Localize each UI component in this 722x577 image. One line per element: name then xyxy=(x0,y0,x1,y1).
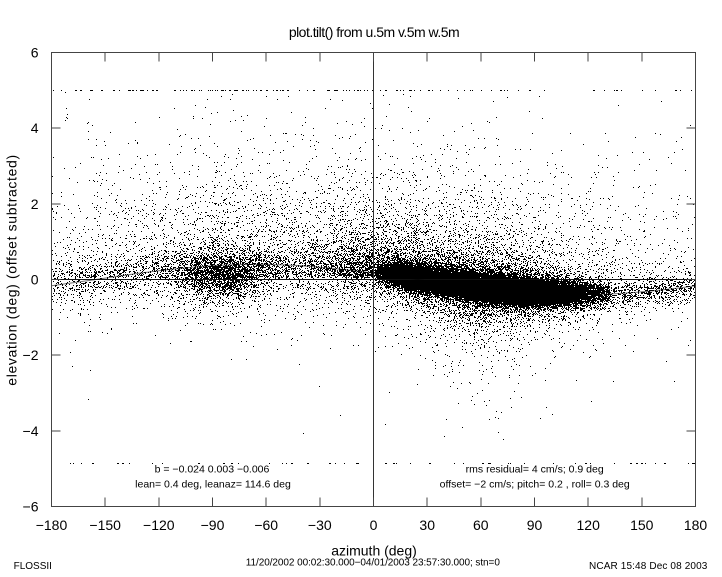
svg-text:0: 0 xyxy=(370,517,378,533)
svg-text:150: 150 xyxy=(630,517,654,533)
svg-text:6: 6 xyxy=(31,45,39,61)
svg-text:−6: −6 xyxy=(23,499,39,515)
svg-text:11/20/2002 00:02:30.000−04/01/: 11/20/2002 00:02:30.000−04/01/2003 23:57… xyxy=(246,558,501,569)
svg-text:offset= −2 cm/s; pitch= 0.2 ,: offset= −2 cm/s; pitch= 0.2 , roll= 0.3 … xyxy=(440,479,630,491)
svg-text:90: 90 xyxy=(527,517,543,533)
svg-text:−60: −60 xyxy=(254,517,278,533)
svg-text:180: 180 xyxy=(684,517,708,533)
svg-text:rms residual= 4 cm/s; 0.9 deg: rms residual= 4 cm/s; 0.9 deg xyxy=(466,464,604,476)
svg-text:b = −0.024 0.003 −0.006: b = −0.024 0.003 −0.006 xyxy=(155,464,270,476)
svg-text:FLOSSII: FLOSSII xyxy=(14,561,52,572)
svg-text:−180: −180 xyxy=(36,517,68,533)
svg-text:plot.tilt() from u.5m v.5m w.5: plot.tilt() from u.5m v.5m w.5m xyxy=(289,24,459,40)
svg-text:60: 60 xyxy=(473,517,489,533)
svg-text:−120: −120 xyxy=(143,517,175,533)
svg-text:30: 30 xyxy=(419,517,435,533)
svg-text:−150: −150 xyxy=(89,517,121,533)
svg-text:2: 2 xyxy=(31,196,39,212)
svg-text:NCAR 15:48 Dec 08 2003: NCAR 15:48 Dec 08 2003 xyxy=(589,561,708,572)
svg-text:lean= 0.4 deg, leanaz= 114.6 d: lean= 0.4 deg, leanaz= 114.6 deg xyxy=(135,479,291,491)
svg-text:0: 0 xyxy=(31,272,39,288)
svg-text:120: 120 xyxy=(577,517,601,533)
svg-text:−90: −90 xyxy=(201,517,225,533)
svg-text:azimuth (deg): azimuth (deg) xyxy=(331,543,417,559)
svg-text:−30: −30 xyxy=(308,517,332,533)
svg-text:4: 4 xyxy=(31,120,39,136)
svg-text:−2: −2 xyxy=(23,347,39,363)
svg-text:−4: −4 xyxy=(23,423,39,439)
svg-text:elevation (deg) (offset subtr: elevation (deg) (offset subtracted) xyxy=(4,154,20,385)
